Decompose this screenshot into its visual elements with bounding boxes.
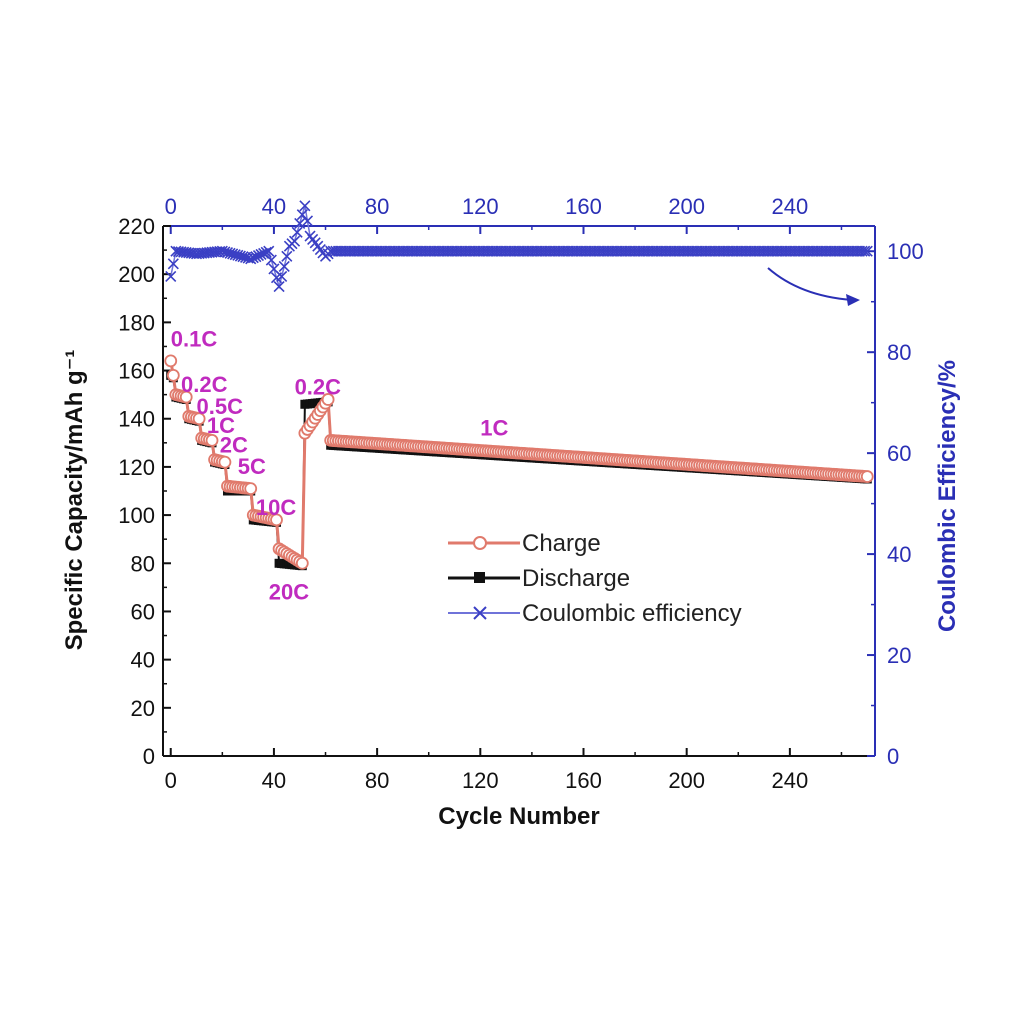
x-top-tick-label: 160 bbox=[565, 194, 602, 219]
rate-label: 0.1C bbox=[171, 326, 218, 351]
x-top-tick-label: 0 bbox=[165, 194, 177, 219]
y-axis-left-title: Specific Capacity/mAh g⁻¹ bbox=[61, 350, 88, 651]
charge-point bbox=[244, 482, 258, 495]
y-right-tick-label: 20 bbox=[887, 643, 911, 668]
legend-efficiency-label: Coulombic efficiency bbox=[522, 600, 742, 627]
y-left-tick-label: 40 bbox=[131, 648, 155, 673]
legend-discharge-label: Discharge bbox=[522, 565, 630, 592]
efficiency-point bbox=[301, 215, 314, 227]
y-left-tick-label: 80 bbox=[131, 551, 155, 576]
plot-frame bbox=[162, 225, 876, 757]
rate-label: 20C bbox=[269, 579, 309, 604]
efficiency-point bbox=[263, 245, 275, 257]
x-top-tick-label: 200 bbox=[668, 194, 705, 219]
charge-point bbox=[179, 390, 193, 404]
y-left-tick-label: 140 bbox=[118, 407, 155, 432]
efficiency-point bbox=[273, 281, 285, 293]
charge-point bbox=[321, 393, 335, 406]
y-left-tick-label: 220 bbox=[118, 214, 155, 239]
x-tick-label: 0 bbox=[165, 768, 177, 793]
efficiency-point bbox=[265, 254, 277, 266]
charge-point bbox=[166, 368, 180, 382]
charge-point bbox=[164, 354, 178, 368]
rate-label: 0.2C bbox=[181, 372, 228, 397]
efficiency-point bbox=[281, 250, 293, 262]
efficiency-point bbox=[278, 260, 290, 272]
y-left-tick-label: 20 bbox=[131, 696, 155, 721]
y-left-tick-label: 120 bbox=[118, 455, 155, 480]
charge-series-line bbox=[169, 360, 868, 566]
charge-point bbox=[860, 470, 874, 483]
charge-point bbox=[192, 412, 206, 426]
rate-label: 2C bbox=[220, 432, 248, 457]
legend-charge-label: Charge bbox=[522, 530, 601, 557]
efficiency-point bbox=[167, 258, 179, 270]
legend-charge-marker bbox=[473, 536, 487, 550]
x-axis-title: Cycle Number bbox=[438, 803, 599, 830]
efficiency-point bbox=[260, 246, 272, 258]
y-right-tick-label: 40 bbox=[887, 542, 911, 567]
charge-point bbox=[218, 455, 232, 469]
x-top-tick-label: 80 bbox=[365, 194, 389, 219]
x-tick-label: 160 bbox=[565, 768, 602, 793]
x-tick-label: 40 bbox=[262, 768, 286, 793]
axis-ticks: 0040408080120120160160200200240240020406… bbox=[118, 194, 923, 793]
y-left-tick-label: 180 bbox=[118, 310, 155, 335]
legend-discharge-marker bbox=[474, 572, 485, 583]
charge-point bbox=[205, 434, 219, 447]
rate-label: 5C bbox=[238, 454, 266, 479]
x-tick-label: 200 bbox=[668, 768, 705, 793]
rate-label: 10C bbox=[256, 495, 296, 520]
y-left-tick-label: 200 bbox=[118, 262, 155, 287]
x-top-tick-label: 40 bbox=[262, 194, 286, 219]
efficiency-point bbox=[291, 226, 303, 238]
legend: Charge Discharge Coulombic efficiency bbox=[448, 530, 742, 627]
y-left-tick-label: 100 bbox=[118, 503, 155, 528]
y-left-tick-label: 160 bbox=[118, 359, 155, 384]
x-tick-label: 240 bbox=[772, 768, 809, 793]
y-right-tick-label: 0 bbox=[887, 744, 899, 769]
y-right-tick-label: 80 bbox=[887, 340, 911, 365]
rate-label: 0.2C bbox=[295, 375, 342, 400]
efficiency-point bbox=[165, 270, 177, 283]
charge-point bbox=[270, 513, 283, 527]
y-right-tick-label: 60 bbox=[887, 441, 911, 466]
efficiency-axis-arrow bbox=[767, 267, 853, 301]
efficiency-point bbox=[856, 245, 868, 257]
legend-efficiency-marker bbox=[473, 606, 487, 620]
y-left-tick-label: 60 bbox=[131, 599, 155, 624]
x-tick-label: 120 bbox=[462, 768, 499, 793]
efficiency-point bbox=[276, 270, 288, 283]
data-series bbox=[164, 200, 874, 571]
x-tick-label: 80 bbox=[365, 768, 389, 793]
efficiency-point bbox=[861, 245, 873, 257]
efficiency-point bbox=[859, 245, 871, 257]
efficiency-point bbox=[294, 217, 306, 230]
y-axis-right-title: Coulombic Efficiency/% bbox=[934, 360, 961, 632]
efficiency-axis-arrowhead bbox=[846, 294, 860, 306]
rate-label: 1C bbox=[480, 416, 508, 441]
x-top-tick-label: 120 bbox=[462, 194, 499, 219]
rate-label: 0.5C bbox=[197, 394, 244, 419]
efficiency-point bbox=[299, 200, 311, 212]
efficiency-point bbox=[296, 209, 308, 221]
y-right-tick-label: 100 bbox=[887, 239, 924, 264]
y-left-tick-label: 0 bbox=[143, 744, 155, 769]
efficiency-point bbox=[288, 235, 301, 247]
x-top-tick-label: 240 bbox=[772, 194, 809, 219]
rate-label: 1C bbox=[207, 413, 235, 438]
charge-point bbox=[295, 556, 309, 570]
